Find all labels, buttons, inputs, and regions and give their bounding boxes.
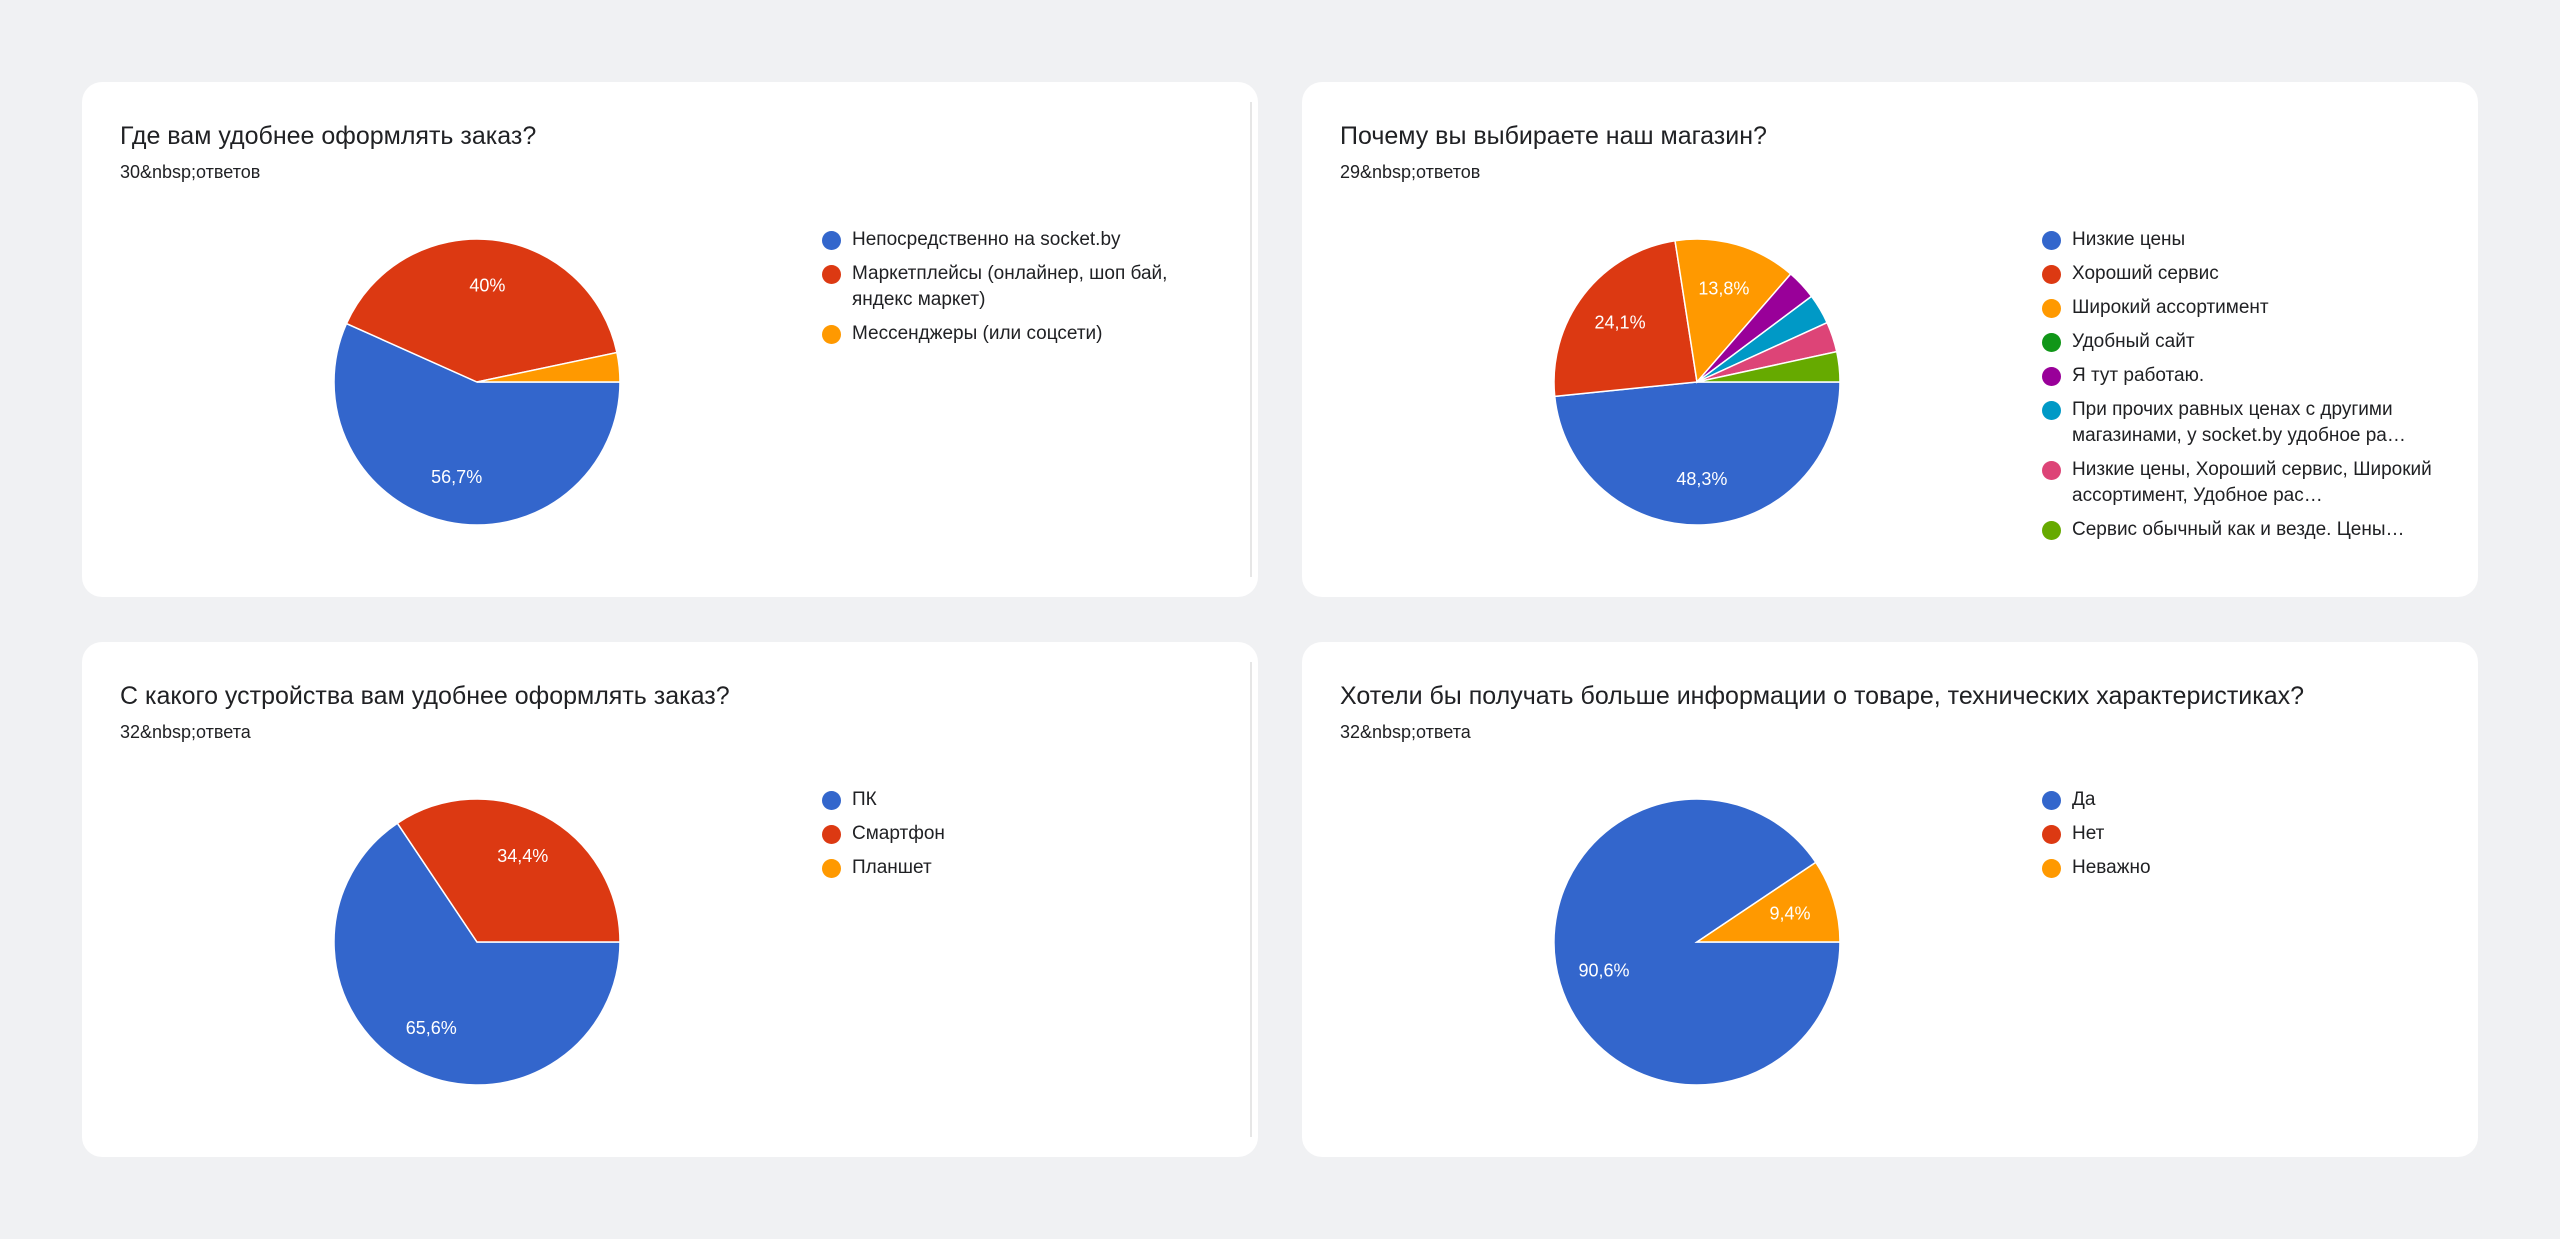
legend-label: Нет bbox=[2072, 823, 2105, 844]
chart-legend: Да Нет Неважно bbox=[2042, 787, 2442, 889]
legend-label: Планшет bbox=[852, 857, 932, 878]
legend-item[interactable]: Удобный сайт bbox=[2042, 329, 2442, 355]
legend-item[interactable]: При прочих равных ценах с другими магази… bbox=[2042, 397, 2442, 449]
legend-item[interactable]: Смартфон bbox=[822, 821, 1222, 847]
chart-legend: ПК Смартфон Планшет bbox=[822, 787, 1222, 889]
pie-slice[interactable] bbox=[345, 238, 618, 383]
legend-label: Низкие цены bbox=[2072, 229, 2186, 250]
divider bbox=[1250, 662, 1252, 1137]
legend-swatch bbox=[2042, 299, 2061, 318]
legend-swatch bbox=[2042, 825, 2061, 844]
legend-swatch bbox=[822, 231, 841, 250]
legend-item[interactable]: Хороший сервис bbox=[2042, 261, 2442, 287]
legend-item[interactable]: Нет bbox=[2042, 821, 2442, 847]
pie-chart: 48,3% 24,1% 13,8% bbox=[1553, 238, 1841, 526]
legend-label: Непосредственно на socket.by bbox=[852, 229, 1121, 250]
legend-label: Да bbox=[2072, 789, 2096, 810]
pie-slice[interactable] bbox=[1674, 238, 1792, 384]
pie-slice[interactable] bbox=[1553, 239, 1698, 398]
legend-item[interactable]: Мессенджеры (или соцсети) bbox=[822, 321, 1222, 347]
legend-item[interactable]: Низкие цены bbox=[2042, 227, 2442, 253]
pie-slice[interactable] bbox=[1694, 861, 1841, 943]
chart-legend: Низкие цены Хороший сервис Широкий ассорти… bbox=[2042, 227, 2442, 551]
legend-label: Мессенджеры (или соцсети) bbox=[852, 323, 1103, 344]
legend-item[interactable]: Да bbox=[2042, 787, 2442, 813]
chart-title: С какого устройства вам удобнее оформлят… bbox=[120, 682, 730, 710]
legend-label: Низкие цены, Хороший сервис, Широкий асс… bbox=[2072, 459, 2432, 506]
response-count: 32&nbsp;ответа bbox=[1340, 722, 1471, 742]
slice-data-label: 34,4% bbox=[497, 846, 548, 866]
legend-swatch bbox=[822, 859, 841, 878]
response-count: 29&nbsp;ответов bbox=[1340, 162, 1481, 182]
legend-swatch bbox=[2042, 231, 2061, 250]
legend-item[interactable]: Маркетплейсы (онлайнер, шоп бай, яндекс … bbox=[822, 261, 1222, 313]
legend-item[interactable]: Сервис обычный как и везде. Цены… bbox=[2042, 517, 2442, 543]
legend-swatch bbox=[2042, 859, 2061, 878]
divider bbox=[1250, 102, 1252, 577]
legend-swatch bbox=[2042, 367, 2061, 386]
pie-slice[interactable] bbox=[1696, 350, 1841, 383]
chart-card-1: Где вам удобнее оформлять заказ? 30&nbsp… bbox=[82, 82, 1258, 597]
legend-item[interactable]: Непосредственно на socket.by bbox=[822, 227, 1222, 253]
legend-item[interactable]: Широкий ассортимент bbox=[2042, 295, 2442, 321]
legend-swatch bbox=[822, 325, 841, 344]
pie-chart: 65,6% 34,4% bbox=[333, 798, 621, 1086]
legend-swatch bbox=[2042, 521, 2061, 540]
slice-data-label: 24,1% bbox=[1595, 313, 1646, 333]
legend-swatch bbox=[2042, 401, 2061, 420]
slice-data-label: 13,8% bbox=[1698, 279, 1749, 299]
slice-data-label: 40% bbox=[469, 275, 505, 295]
legend-label: Смартфон bbox=[852, 823, 945, 844]
slice-data-label: 90,6% bbox=[1578, 960, 1629, 980]
chart-legend: Непосредственно на socket.by Маркетплейсы… bbox=[822, 227, 1222, 355]
legend-swatch bbox=[2042, 333, 2061, 352]
legend-swatch bbox=[822, 825, 841, 844]
chart-title: Почему вы выбираете наш магазин? bbox=[1340, 122, 1767, 150]
legend-label: Я тут работаю. bbox=[2072, 365, 2205, 386]
slice-data-label: 56,7% bbox=[431, 467, 482, 487]
legend-label: Широкий ассортимент bbox=[2072, 297, 2269, 318]
pie-slice[interactable] bbox=[476, 351, 621, 383]
slice-data-label: 65,6% bbox=[406, 1018, 457, 1038]
pie-slice[interactable] bbox=[396, 798, 621, 943]
pie-slice[interactable] bbox=[1553, 381, 1841, 526]
legend-item[interactable]: Неважно bbox=[2042, 855, 2442, 881]
legend-swatch bbox=[822, 265, 841, 284]
legend-label: Сервис обычный как и везде. Цены… bbox=[2072, 519, 2405, 540]
pie-chart: 56,7% 40% bbox=[333, 238, 621, 526]
pie-chart: 90,6% 9,4% bbox=[1553, 798, 1841, 1086]
legend-label: При прочих равных ценах с другими магази… bbox=[2072, 399, 2406, 446]
legend-swatch bbox=[2042, 461, 2061, 480]
slice-data-label: 48,3% bbox=[1676, 469, 1727, 489]
pie-slice[interactable] bbox=[333, 822, 621, 1086]
legend-item[interactable]: ПК bbox=[822, 787, 1222, 813]
slice-data-label: 9,4% bbox=[1770, 904, 1811, 924]
chart-card-4: Хотели бы получать больше информации о т… bbox=[1302, 642, 2478, 1157]
chart-card-2: Почему вы выбираете наш магазин? 29&nbsp… bbox=[1302, 82, 2478, 597]
response-count: 30&nbsp;ответов bbox=[120, 162, 261, 182]
chart-title: Где вам удобнее оформлять заказ? bbox=[120, 122, 537, 150]
pie-slice[interactable] bbox=[333, 322, 621, 526]
legend-label: ПК bbox=[852, 789, 877, 810]
legend-label: Удобный сайт bbox=[2072, 331, 2195, 352]
legend-item[interactable]: Я тут работаю. bbox=[2042, 363, 2442, 389]
legend-label: Маркетплейсы (онлайнер, шоп бай, яндекс … bbox=[852, 263, 1168, 310]
legend-swatch bbox=[2042, 265, 2061, 284]
legend-label: Хороший сервис bbox=[2072, 263, 2219, 284]
chart-card-3: С какого устройства вам удобнее оформлят… bbox=[82, 642, 1258, 1157]
legend-label: Неважно bbox=[2072, 857, 2151, 878]
legend-item[interactable]: Низкие цены, Хороший сервис, Широкий асс… bbox=[2042, 457, 2442, 509]
legend-swatch bbox=[2042, 791, 2061, 810]
response-count: 32&nbsp;ответа bbox=[120, 722, 251, 742]
legend-item[interactable]: Планшет bbox=[822, 855, 1222, 881]
chart-title: Хотели бы получать больше информации о т… bbox=[1340, 682, 2305, 710]
legend-swatch bbox=[822, 791, 841, 810]
